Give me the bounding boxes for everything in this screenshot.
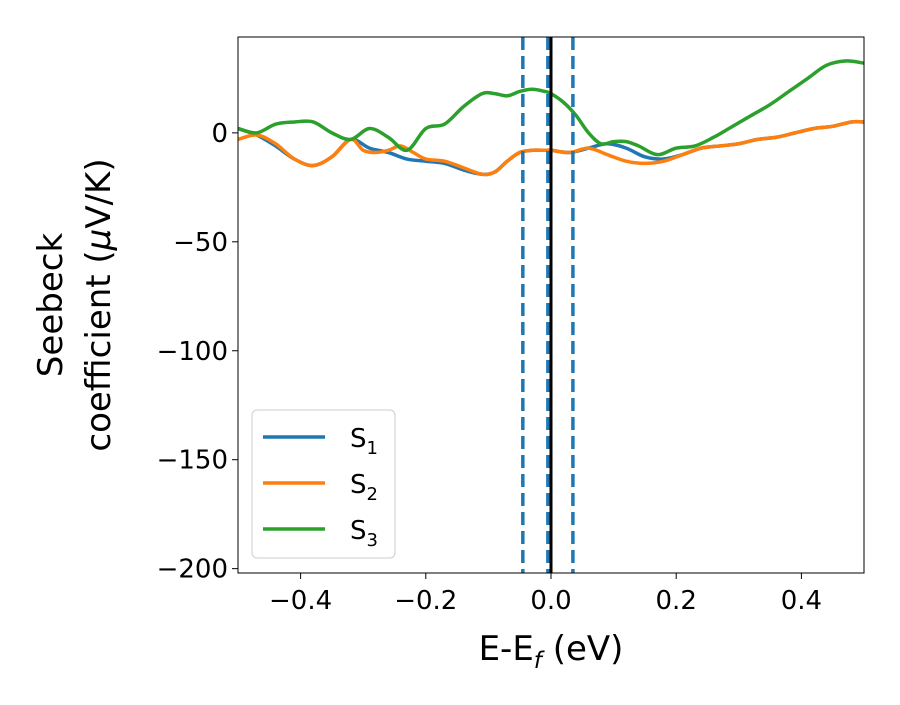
legend-entries: S1 S2 S3 [263, 424, 378, 551]
legend-label-s2: S2 [350, 470, 378, 505]
x-tick-label: 0.0 [530, 586, 571, 616]
legend-label-s3: S3 [350, 516, 378, 551]
x-axis-ticks: −0.4 −0.2 0.0 0.2 0.4 [269, 573, 822, 616]
y-tick-label: 0 [211, 119, 228, 149]
x-axis-label: E-Ef (eV) [479, 629, 624, 674]
x-tick-label: 0.4 [781, 586, 822, 616]
legend: S1 S2 S3 [251, 409, 396, 559]
y-tick-label: −200 [157, 555, 228, 585]
legend-label-s1: S1 [350, 424, 378, 459]
y-tick-label: −150 [157, 446, 228, 476]
x-tick-label: 0.2 [656, 586, 697, 616]
y-axis-label-line1: Seebeck [31, 233, 71, 378]
x-tick-label: −0.2 [394, 586, 457, 616]
y-tick-label: −100 [157, 337, 228, 367]
y-axis-label-line2: coefficient (μV/K) [79, 158, 119, 451]
y-axis-ticks: 0 −50 −100 −150 −200 [157, 119, 238, 585]
reference-lines-layer [521, 37, 575, 573]
y-axis-label: Seebeck coefficient (μV/K) [31, 158, 119, 451]
x-tick-label: −0.4 [269, 586, 332, 616]
plot-area [238, 37, 864, 573]
y-tick-label: −50 [173, 228, 228, 258]
series-line-s2 [238, 119, 864, 177]
